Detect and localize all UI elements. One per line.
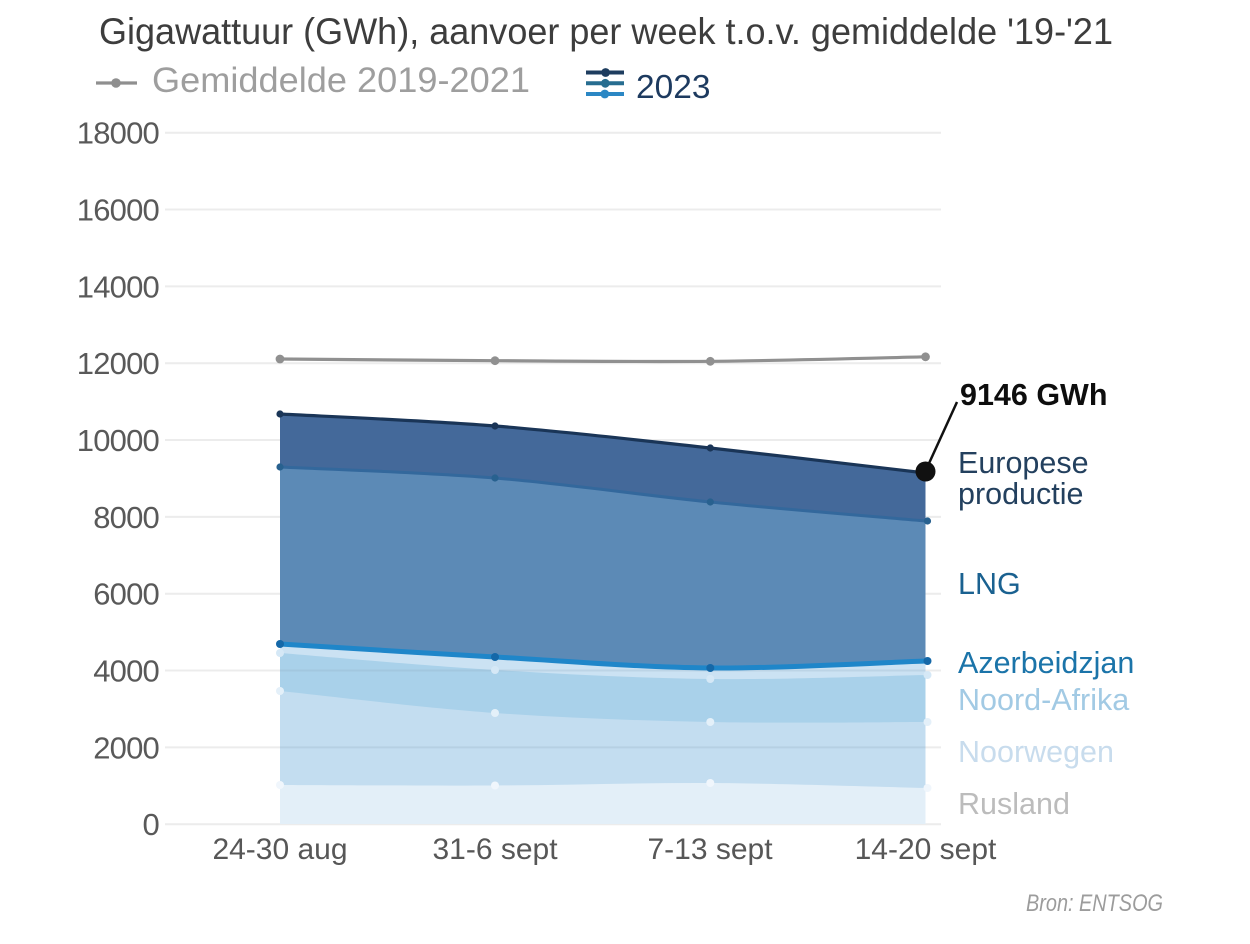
svg-text:Bron: ENTSOG: Bron: ENTSOG bbox=[1026, 890, 1163, 917]
svg-text:2000: 2000 bbox=[93, 730, 159, 765]
svg-text:Europese: Europese bbox=[958, 446, 1089, 480]
svg-text:Rusland: Rusland bbox=[958, 787, 1070, 821]
svg-text:31-6 sept: 31-6 sept bbox=[432, 833, 558, 866]
svg-text:2023: 2023 bbox=[636, 69, 711, 106]
svg-text:Gigawattuur (GWh), aanvoer per: Gigawattuur (GWh), aanvoer per week t.o.… bbox=[99, 11, 1113, 52]
svg-text:10000: 10000 bbox=[77, 423, 160, 458]
svg-text:LNG: LNG bbox=[958, 567, 1021, 601]
svg-text:12000: 12000 bbox=[77, 346, 160, 381]
svg-text:Gemiddelde 2019-2021: Gemiddelde 2019-2021 bbox=[152, 61, 530, 100]
svg-text:Noord-Afrika: Noord-Afrika bbox=[958, 683, 1129, 717]
svg-text:6000: 6000 bbox=[93, 577, 159, 612]
svg-text:18000: 18000 bbox=[77, 116, 160, 151]
svg-text:Azerbeidzjan: Azerbeidzjan bbox=[958, 646, 1134, 680]
svg-text:24-30 aug: 24-30 aug bbox=[212, 833, 347, 866]
svg-text:16000: 16000 bbox=[77, 192, 160, 227]
svg-text:4000: 4000 bbox=[93, 653, 159, 688]
svg-text:8000: 8000 bbox=[93, 500, 159, 535]
svg-text:7-13 sept: 7-13 sept bbox=[647, 833, 773, 866]
svg-text:Noorwegen: Noorwegen bbox=[958, 735, 1114, 769]
svg-text:14-20 sept: 14-20 sept bbox=[855, 833, 997, 866]
svg-text:0: 0 bbox=[143, 807, 160, 842]
svg-text:9146 GWh: 9146 GWh bbox=[960, 378, 1107, 412]
svg-text:productie: productie bbox=[958, 477, 1083, 511]
svg-text:14000: 14000 bbox=[77, 269, 160, 304]
